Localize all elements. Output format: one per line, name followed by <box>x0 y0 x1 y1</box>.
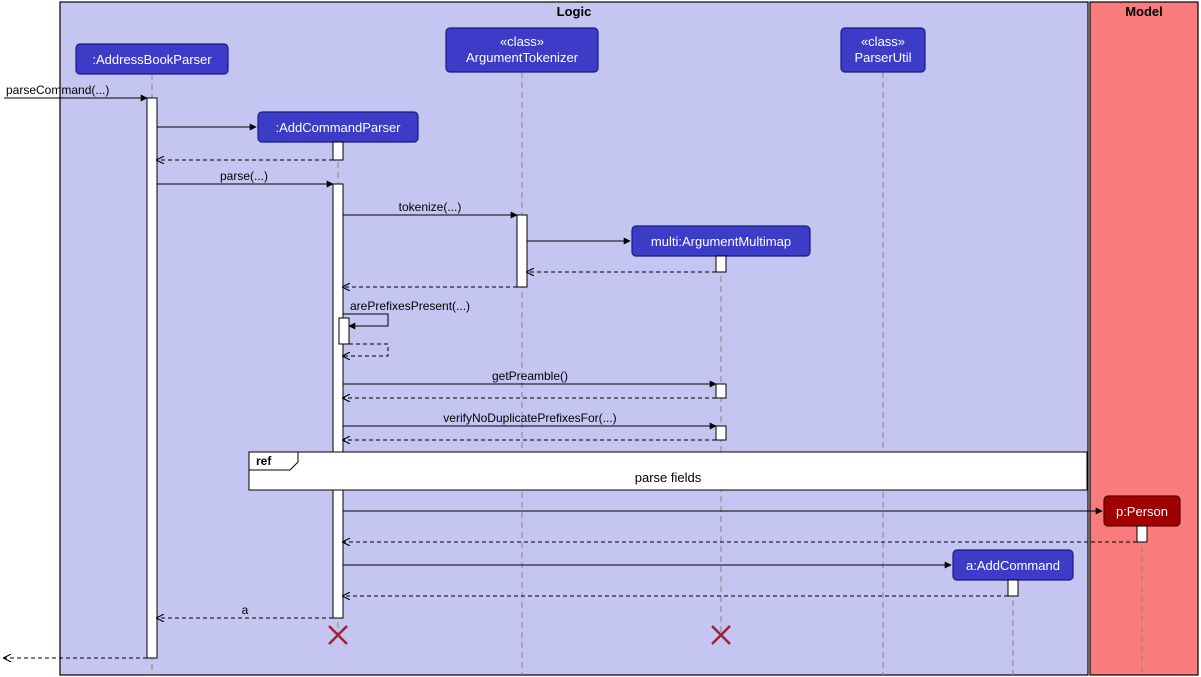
activation-acp-0 <box>333 142 343 160</box>
participant-mm-label: multi:ArgumentMultimap <box>651 234 791 249</box>
activation-mm-2 <box>716 426 726 440</box>
msg-prefixes-label: arePrefixesPresent(...) <box>350 299 470 313</box>
activation-person <box>1137 526 1147 542</box>
frame-model-title: Model <box>1125 4 1163 19</box>
msg-verify-label: verifyNoDuplicatePrefixesFor(...) <box>443 411 616 425</box>
participant-tok-label1: «class» <box>500 34 544 49</box>
participant-person-label: p:Person <box>1116 504 1168 519</box>
activation-acp-self <box>339 318 349 344</box>
participant-tok-label2: ArgumentTokenizer <box>466 50 579 65</box>
msg-parse-label: parse(...) <box>220 169 268 183</box>
msg-getpreamble-label: getPreamble() <box>492 369 568 383</box>
activation-acp <box>333 184 343 618</box>
frame-model <box>1090 2 1198 675</box>
activation-mm-0 <box>716 256 726 272</box>
msg-tokenize-label: tokenize(...) <box>399 200 462 214</box>
ref-tab-label: ref <box>256 454 272 468</box>
participant-ac-label: a:AddCommand <box>966 558 1060 573</box>
participant-util-label1: «class» <box>861 34 905 49</box>
msg-return-a-label: a <box>242 603 249 617</box>
participant-abp-label: :AddressBookParser <box>92 52 212 67</box>
frame-logic-title: Logic <box>557 4 592 19</box>
ref-body-label: parse fields <box>635 470 702 485</box>
activation-abp <box>147 98 157 658</box>
participant-util-label2: ParserUtil <box>854 50 911 65</box>
activation-ac <box>1008 580 1018 596</box>
msg-parsecommand-label: parseCommand(...) <box>6 83 109 97</box>
activation-tok <box>517 215 527 287</box>
sequence-diagram: Logic Model :AddressBookParser «class» A… <box>0 0 1201 677</box>
activation-mm-1 <box>716 384 726 398</box>
participant-acp-label: :AddCommandParser <box>276 120 402 135</box>
frame-logic <box>60 2 1088 675</box>
